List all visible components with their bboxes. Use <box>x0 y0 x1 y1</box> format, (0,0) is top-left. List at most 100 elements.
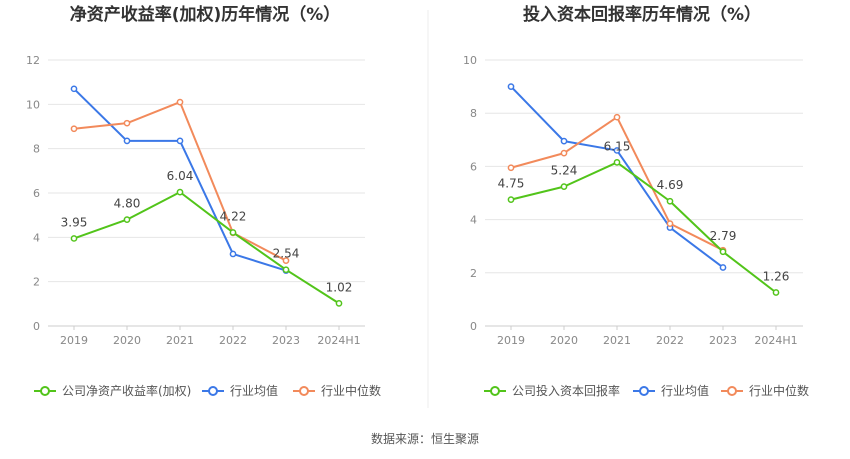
roic-axis: 0 2 4 6 8 10 2019 2020 2021 2022 2023 2024H1 <box>463 54 798 347</box>
data-label: 3.95 <box>61 215 88 229</box>
data-label: 1.02 <box>326 280 353 294</box>
data-point[interactable] <box>123 137 131 145</box>
roe-chart: 净资产收益率(加权)历年情况（%） 0 2 4 6 8 10 12 2019 2020 2021 2… <box>26 4 381 398</box>
data-point[interactable] <box>335 300 343 307</box>
y-tick-label: 0 <box>470 320 477 333</box>
x-tick-label: 2024H1 <box>317 334 360 347</box>
data-point[interactable] <box>123 119 131 127</box>
series-line-2 <box>510 116 724 252</box>
x-tick-label: 2023 <box>272 334 300 347</box>
data-point[interactable] <box>666 220 674 227</box>
data-point[interactable] <box>507 196 515 203</box>
data-point[interactable] <box>507 164 515 172</box>
y-tick-label: 4 <box>470 214 477 227</box>
legend-item[interactable]: 公司净资产收益率(加权) <box>34 383 191 398</box>
data-point[interactable] <box>719 264 727 271</box>
x-tick-label: 2021 <box>166 334 194 347</box>
data-label: 4.80 <box>114 197 141 211</box>
legend-item[interactable]: 行业中位数 <box>721 383 809 398</box>
legend-item[interactable]: 行业均值 <box>202 383 278 398</box>
data-point[interactable] <box>613 159 621 166</box>
data-point[interactable] <box>507 83 515 90</box>
y-tick-label: 0 <box>33 320 40 333</box>
data-label: 4.69 <box>657 178 684 192</box>
y-tick-label: 8 <box>470 107 477 120</box>
data-point[interactable] <box>70 125 78 133</box>
data-point[interactable] <box>229 229 237 236</box>
legend-label: 行业中位数 <box>749 383 809 398</box>
data-point[interactable] <box>282 257 290 264</box>
series-line-0 <box>510 161 777 294</box>
data-point[interactable] <box>772 289 780 296</box>
y-tick-label: 10 <box>463 54 477 67</box>
data-point[interactable] <box>613 147 621 154</box>
legend-label: 行业均值 <box>661 383 709 398</box>
data-point[interactable] <box>560 137 568 145</box>
data-source: 数据来源：恒生聚源 <box>371 431 479 446</box>
roe-chart-title: 净资产收益率(加权)历年情况（%） <box>70 4 341 25</box>
x-tick-label: 2021 <box>603 334 631 347</box>
data-label: 1.26 <box>763 269 790 283</box>
x-tick-label: 2024H1 <box>754 334 797 347</box>
legend-swatch-marker <box>40 386 50 396</box>
roic-series: 4.75 5.24 6.15 4.69 2.79 1.26 <box>498 83 790 296</box>
series-line-0 <box>73 191 340 305</box>
data-label: 6.15 <box>604 139 631 153</box>
legend-label: 行业均值 <box>230 383 278 398</box>
x-tick-label: 2019 <box>60 334 88 347</box>
roic-chart-title: 投入资本回报率历年情况（%） <box>523 4 761 25</box>
roe-series: 3.95 4.80 6.04 4.22 2.54 1.02 <box>61 85 353 307</box>
data-label: 6.04 <box>167 169 194 183</box>
roe-axis: 0 2 4 6 8 10 12 2019 2020 2021 2022 2023 2024H1 <box>26 54 361 347</box>
legend-item[interactable]: 行业中位数 <box>293 383 381 398</box>
y-tick-label: 2 <box>470 267 477 280</box>
data-label: 4.75 <box>498 177 525 191</box>
data-point[interactable] <box>176 188 184 196</box>
roe-legend[interactable]: 公司净资产收益率(加权) 行业均值 行业中位数 <box>34 383 381 398</box>
data-point[interactable] <box>70 235 78 242</box>
data-point[interactable] <box>560 149 568 157</box>
legend-item[interactable]: 行业均值 <box>633 383 709 398</box>
data-label: 4.22 <box>220 209 247 223</box>
x-tick-label: 2023 <box>709 334 737 347</box>
data-point[interactable] <box>613 113 621 121</box>
legend-label: 公司投入资本回报率 <box>512 383 620 398</box>
data-point[interactable] <box>666 197 674 205</box>
x-tick-label: 2019 <box>497 334 525 347</box>
y-tick-label: 6 <box>33 187 40 200</box>
y-tick-label: 10 <box>26 98 40 111</box>
x-tick-label: 2022 <box>219 334 247 347</box>
roe-grid <box>48 59 365 327</box>
y-tick-label: 4 <box>33 231 40 244</box>
data-point[interactable] <box>176 137 184 145</box>
y-tick-label: 8 <box>33 143 40 156</box>
roic-chart: 投入资本回报率历年情况（%） 0 2 4 6 8 10 2019 2020 2021 2022 20… <box>463 4 809 398</box>
legend-swatch-marker <box>208 386 218 396</box>
roic-legend[interactable]: 公司投入资本回报率 行业均值 行业中位数 <box>484 383 809 398</box>
legend-label: 公司净资产收益率(加权) <box>62 383 191 398</box>
y-tick-label: 12 <box>26 54 40 67</box>
roic-grid <box>485 59 803 327</box>
data-point[interactable] <box>560 183 568 190</box>
y-tick-label: 2 <box>33 276 40 289</box>
x-tick-label: 2020 <box>113 334 141 347</box>
legend-label: 行业中位数 <box>321 383 381 398</box>
data-point[interactable] <box>282 266 290 274</box>
data-point[interactable] <box>719 248 727 256</box>
x-tick-label: 2022 <box>656 334 684 347</box>
data-point[interactable] <box>70 85 78 93</box>
data-point[interactable] <box>229 250 237 258</box>
legend-swatch-marker <box>490 386 500 396</box>
data-label: 5.24 <box>551 164 578 178</box>
series-line-1 <box>510 85 724 269</box>
data-label: 2.54 <box>273 247 300 261</box>
data-point[interactable] <box>123 216 131 223</box>
x-tick-label: 2020 <box>550 334 578 347</box>
y-tick-label: 6 <box>470 160 477 173</box>
legend-item[interactable]: 公司投入资本回报率 <box>484 383 620 398</box>
legend-swatch-marker <box>727 386 737 396</box>
legend-swatch-marker <box>299 386 309 396</box>
legend-swatch-marker <box>639 386 649 396</box>
data-point[interactable] <box>176 98 184 106</box>
